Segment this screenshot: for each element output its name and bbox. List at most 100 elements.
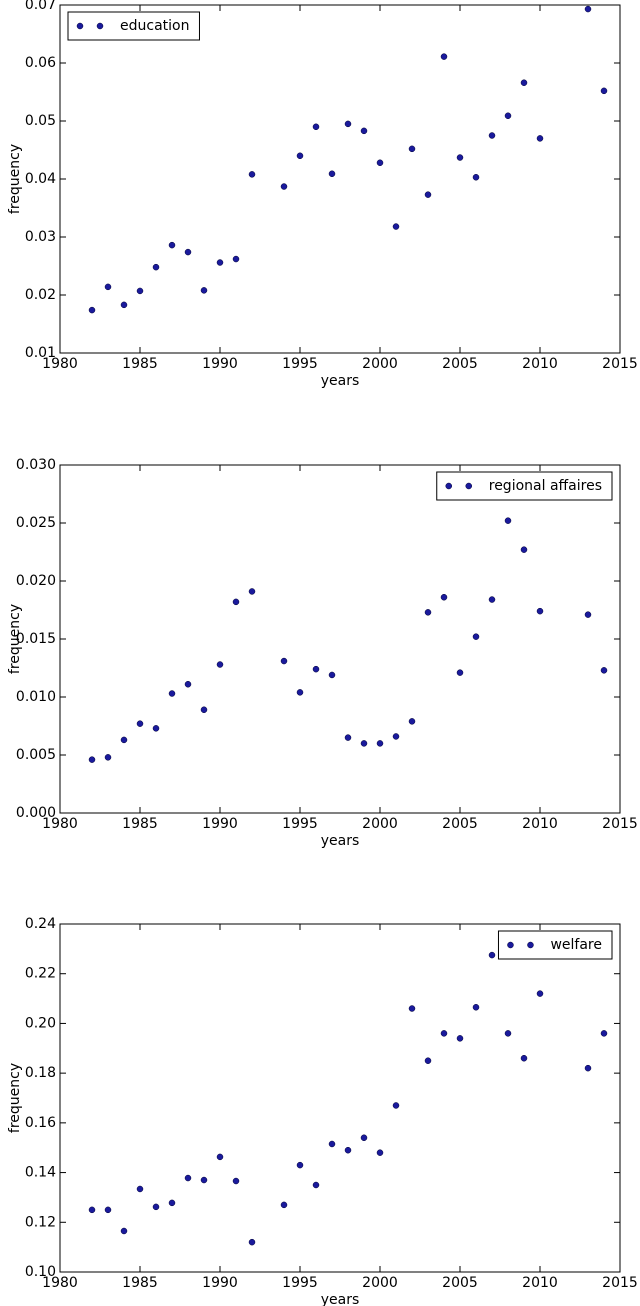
data-point [344, 1146, 352, 1154]
data-point [88, 756, 96, 763]
data-point [536, 607, 544, 615]
data-point [392, 733, 400, 740]
x-tick-label: 1985 [122, 1275, 158, 1291]
x-tick-label: 1995 [282, 816, 318, 832]
data-point [168, 241, 176, 249]
data-point [584, 1064, 592, 1072]
y-tick-label: 0.030 [16, 457, 56, 473]
data-point [184, 1174, 192, 1182]
x-tick-label: 1990 [202, 816, 238, 832]
x-tick-label: 1985 [122, 356, 158, 372]
data-point [200, 1176, 208, 1184]
legend: welfare [497, 930, 613, 960]
data-point [120, 736, 128, 744]
x-tick-label: 2000 [362, 1275, 398, 1291]
y-tick-label: 0.14 [25, 1165, 56, 1181]
x-axis-label: years [321, 373, 360, 389]
data-point [232, 598, 240, 606]
data-point [280, 1201, 288, 1209]
y-axis-label: frequency [7, 604, 23, 674]
y-tick-label: 0.16 [25, 1115, 56, 1131]
x-axis-label: years [321, 833, 360, 849]
data-point [312, 1181, 320, 1189]
plot-frame [59, 4, 621, 354]
data-point [232, 255, 240, 263]
data-point [376, 1149, 384, 1156]
data-point [600, 1030, 608, 1037]
data-point [520, 79, 528, 86]
data-point [504, 1030, 512, 1037]
data-point [216, 1153, 224, 1161]
legend-marker [507, 941, 514, 949]
data-point [312, 123, 320, 131]
data-point [408, 145, 416, 153]
data-point [248, 171, 256, 178]
legend-marker [465, 482, 472, 490]
data-point [488, 951, 496, 959]
x-tick-label: 2015 [602, 356, 638, 372]
data-point [136, 720, 144, 727]
data-point [152, 1203, 160, 1211]
data-point [536, 135, 544, 142]
x-tick-label: 2000 [362, 816, 398, 832]
data-point [456, 669, 464, 676]
data-point [360, 1134, 368, 1142]
x-axis-label: years [321, 1292, 360, 1306]
data-point [232, 1177, 240, 1185]
x-tick-label: 1990 [202, 1275, 238, 1291]
y-tick-label: 0.24 [25, 916, 56, 932]
y-axis-label: frequency [7, 144, 23, 214]
x-tick-label: 2010 [522, 1275, 558, 1291]
plot-frame [59, 923, 621, 1273]
data-point [136, 287, 144, 295]
x-tick-label: 1980 [42, 356, 78, 372]
y-tick-label: 0.04 [25, 171, 56, 187]
data-point [440, 53, 448, 60]
data-point [184, 248, 192, 256]
legend-marker [527, 941, 534, 949]
y-tick-label: 0.07 [25, 0, 56, 13]
data-point [184, 680, 192, 688]
data-point [216, 661, 224, 668]
legend: education [67, 11, 200, 41]
data-point [488, 596, 496, 603]
data-point [120, 1227, 128, 1235]
data-point [344, 120, 352, 128]
x-tick-label: 2015 [602, 1275, 638, 1291]
y-tick-label: 0.12 [25, 1214, 56, 1230]
x-tick-label: 1990 [202, 356, 238, 372]
data-point [424, 609, 432, 616]
data-point [536, 990, 544, 997]
legend-marker [96, 22, 104, 30]
legend-box [67, 11, 200, 41]
x-tick-label: 2000 [362, 356, 398, 372]
y-tick-label: 0.20 [25, 1015, 56, 1031]
y-tick-label: 0.000 [16, 805, 56, 821]
data-point [584, 5, 592, 13]
data-point [216, 259, 224, 266]
x-tick-label: 2005 [442, 816, 478, 832]
data-point [392, 223, 400, 230]
legend-marker [445, 482, 452, 490]
plot-frame [59, 464, 621, 814]
data-point [152, 263, 160, 271]
data-point [424, 1057, 432, 1064]
data-point [360, 740, 368, 747]
data-point [328, 170, 336, 178]
data-point [424, 191, 432, 198]
data-point [520, 1054, 528, 1062]
data-point [136, 1185, 144, 1193]
legend-marker [76, 22, 84, 30]
data-point [168, 1199, 176, 1207]
x-tick-label: 2010 [522, 816, 558, 832]
data-point [376, 740, 384, 747]
legend-label: regional affaires [489, 478, 602, 494]
legend-box [497, 930, 613, 960]
data-point [88, 1206, 96, 1214]
data-point [104, 283, 112, 291]
legend: regional affaires [436, 471, 613, 501]
y-tick-label: 0.025 [16, 515, 56, 531]
x-tick-label: 2005 [442, 356, 478, 372]
